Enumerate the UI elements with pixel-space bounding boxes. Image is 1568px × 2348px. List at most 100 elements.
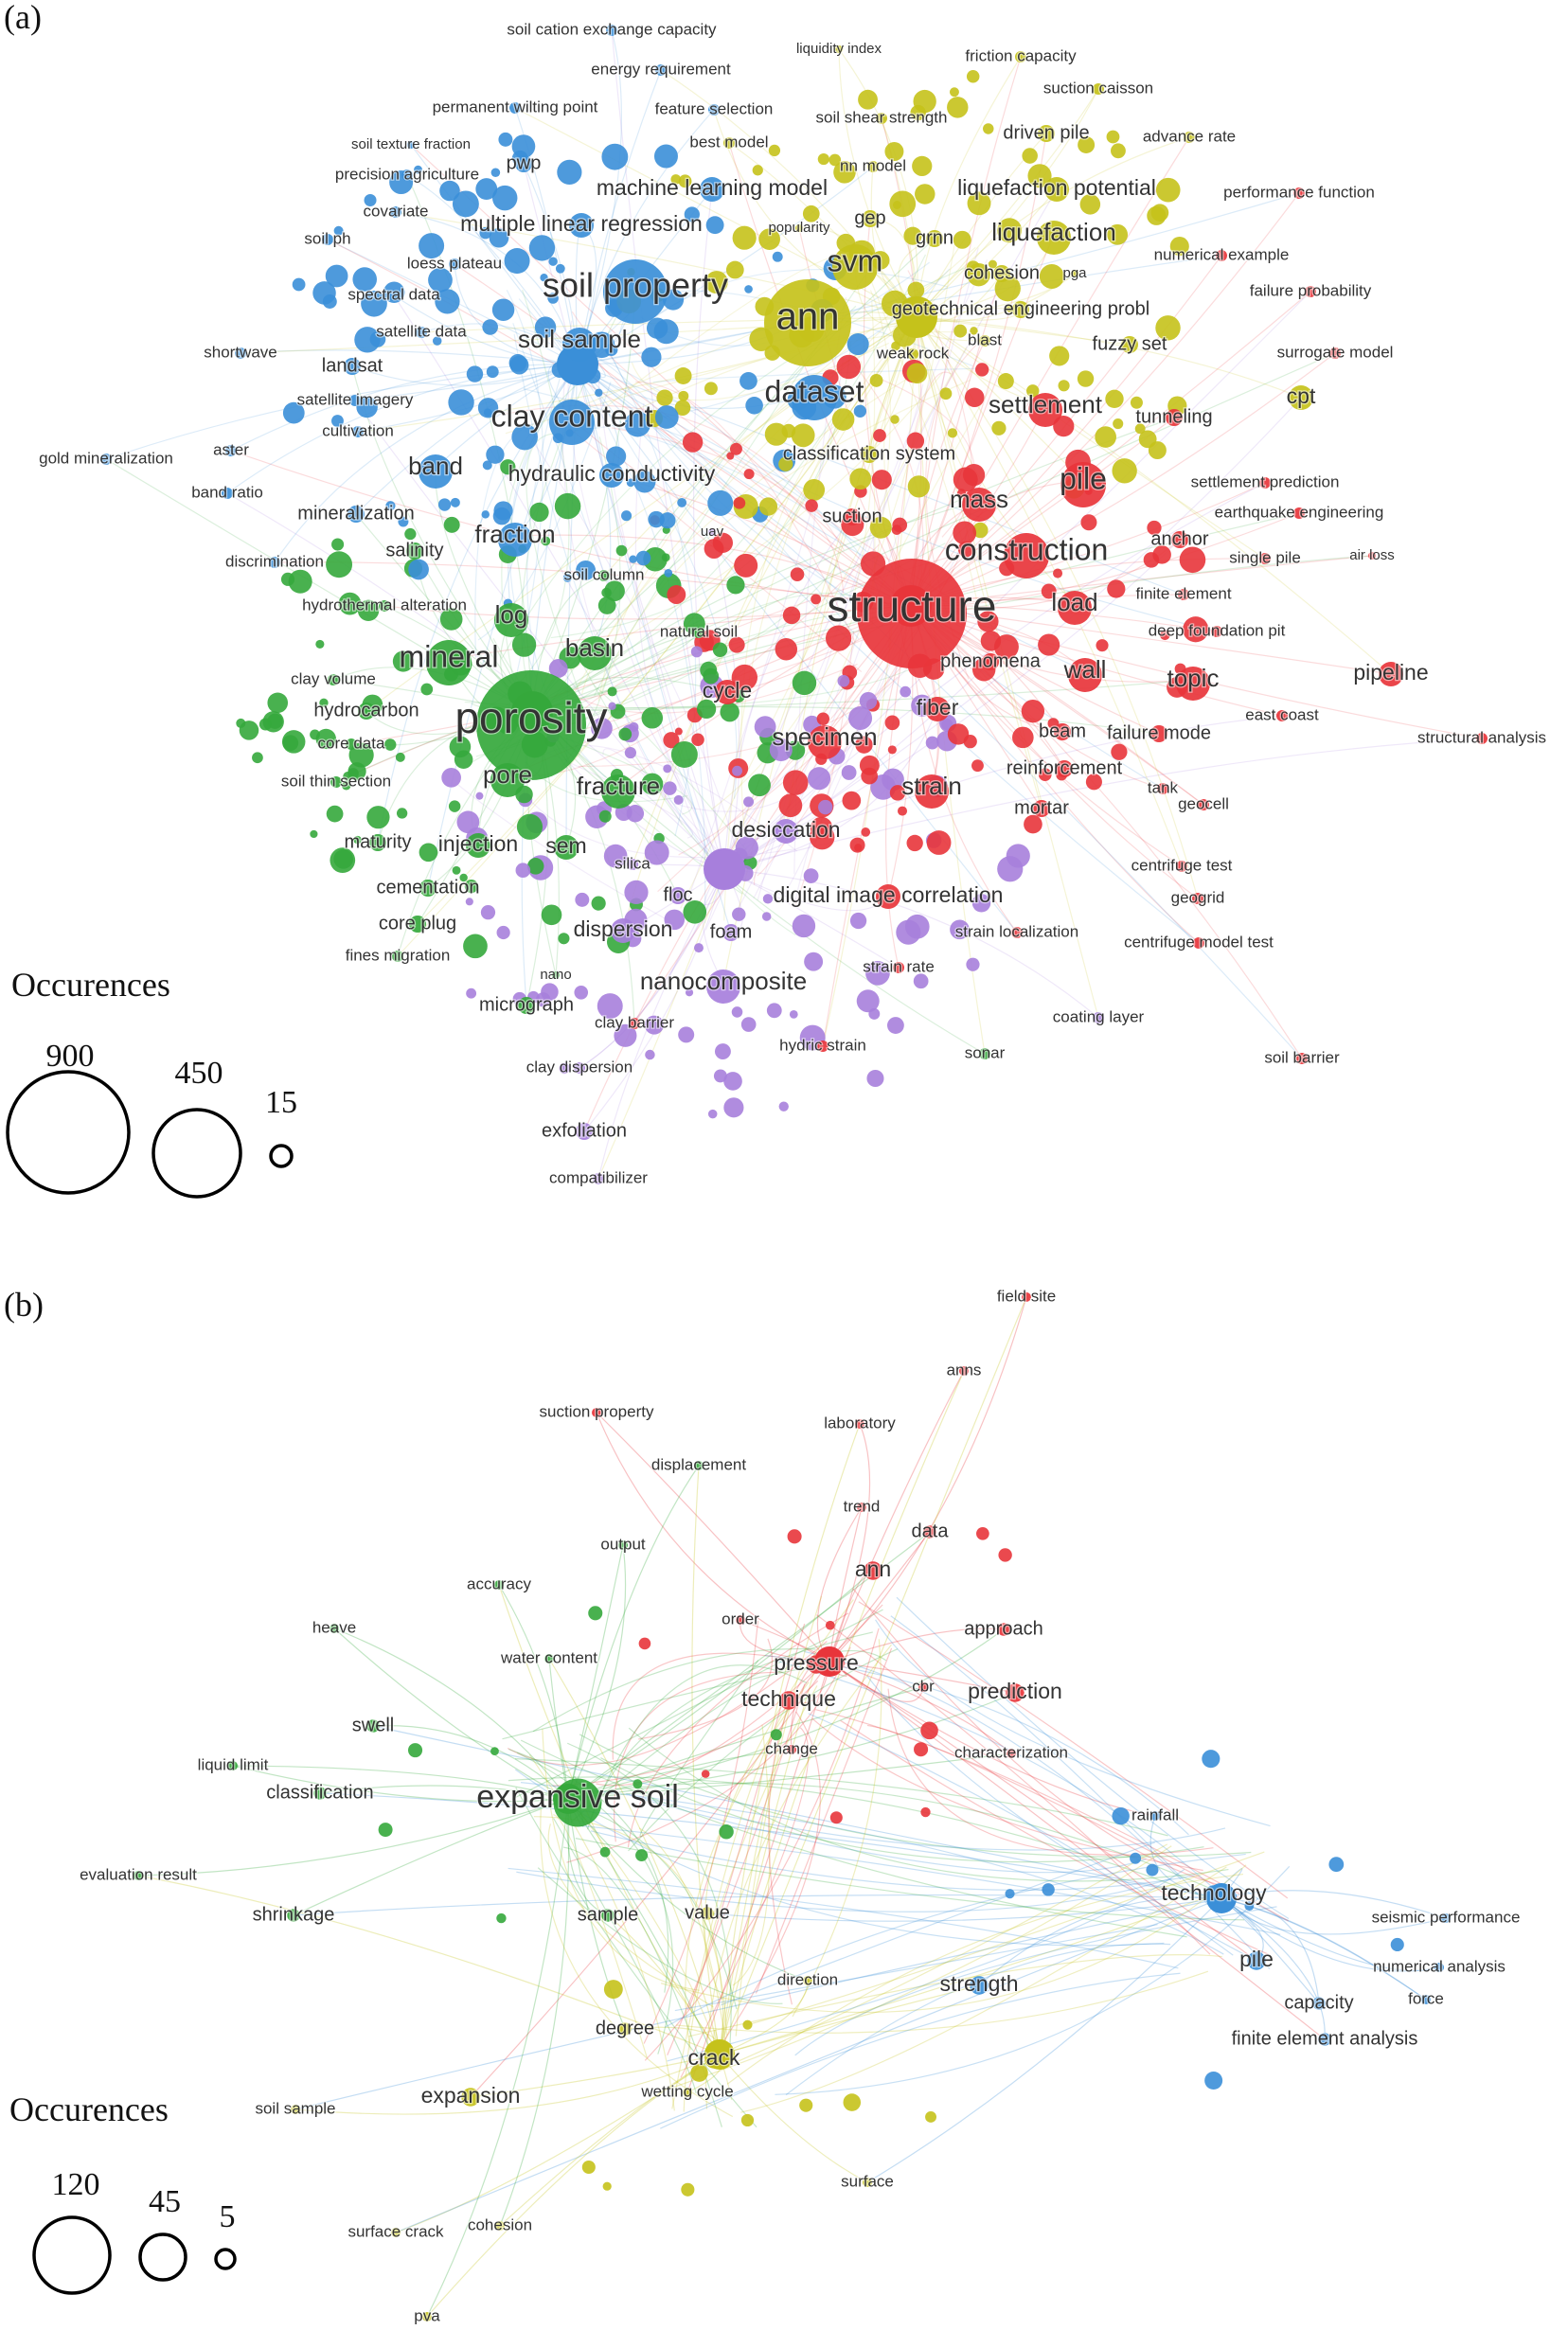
keyword-label: clay volume [291, 669, 376, 687]
keyword-node [1434, 1963, 1444, 1972]
network-node [591, 896, 606, 911]
keyword-node [1157, 783, 1168, 794]
network-node [341, 781, 351, 791]
keyword-label: clay barrier [595, 1013, 674, 1031]
network-edge [910, 555, 1373, 607]
keyword-label: ann [855, 1556, 891, 1581]
network-node [414, 165, 422, 174]
network-edge [477, 382, 612, 641]
network-node [599, 1846, 611, 1858]
network-edge [333, 1628, 569, 1800]
keyword-node [1015, 51, 1026, 62]
network-edge [719, 1984, 980, 2055]
keyword-label: feature selection [655, 99, 774, 117]
keyword-node [694, 1461, 704, 1470]
keyword-node [792, 375, 837, 420]
network-node [964, 387, 985, 408]
keyword-node [962, 488, 996, 522]
network-edge [523, 163, 725, 870]
network-node [607, 686, 617, 697]
network-node [926, 830, 952, 855]
keyword-label: soil ph [304, 229, 350, 247]
network-node [858, 89, 878, 110]
network-edge [910, 605, 1200, 944]
keyword-node [1150, 1811, 1160, 1821]
network-node [732, 765, 742, 776]
network-edge [829, 1661, 1016, 1694]
keyword-node [593, 1173, 604, 1184]
network-node [953, 324, 968, 338]
network-edge [732, 1724, 771, 1986]
network-node [292, 277, 306, 292]
keyword-node [269, 557, 280, 568]
network-node [685, 988, 694, 997]
network-node [322, 294, 337, 309]
network-edge [137, 1875, 721, 2055]
network-node [1147, 520, 1162, 536]
keyword-node [606, 25, 617, 36]
network-node [896, 919, 921, 945]
network-node [1052, 568, 1063, 578]
network-edge [628, 1727, 1229, 1882]
network-node [646, 317, 668, 339]
network-edge [552, 335, 738, 799]
network-edge [333, 1628, 569, 1800]
network-edge [1221, 1897, 1320, 2004]
keyword-node [461, 2088, 480, 2107]
keyword-label: blast [968, 330, 1002, 348]
network-edge [667, 1868, 1185, 2062]
network-node [629, 721, 639, 732]
keyword-label: fracture [577, 772, 660, 800]
panel-b-legend: Occurences 120 45 5 [9, 2090, 237, 2295]
keyword-label: expansive soil [476, 1779, 679, 1815]
network-node [1026, 384, 1040, 398]
keyword-node [1441, 1913, 1451, 1923]
network-node [516, 813, 543, 840]
keyword-node [779, 1691, 798, 1710]
keyword-node [358, 703, 375, 720]
network-node [1130, 396, 1143, 409]
network-edge [587, 1631, 873, 1830]
panel-a-legend-title: Occurences [11, 966, 170, 1004]
network-node [395, 752, 405, 762]
network-node [548, 659, 568, 678]
network-node [1041, 583, 1057, 599]
network-node [535, 992, 551, 1007]
keyword-label: sample [578, 1904, 638, 1925]
network-node [366, 806, 390, 829]
network-edge [692, 188, 725, 870]
keyword-node [1004, 533, 1049, 578]
network-edge [508, 1776, 1208, 1898]
network-edge [686, 1661, 830, 2093]
keyword-label: heave [312, 1618, 356, 1636]
network-node [641, 707, 664, 729]
network-node [511, 134, 536, 158]
keyword-node [627, 859, 638, 870]
network-node [991, 420, 1007, 436]
network-node [491, 298, 515, 321]
network-node [792, 670, 817, 696]
network-node [977, 611, 999, 632]
network-node [826, 625, 852, 651]
network-node [450, 497, 460, 507]
keyword-label: centrifuge model test [1124, 933, 1274, 951]
keyword-node [855, 1419, 864, 1429]
keyword-label: east coast [1245, 705, 1319, 723]
keyword-label: construction [945, 532, 1109, 566]
network-node [914, 1742, 929, 1757]
keyword-node [134, 1871, 143, 1880]
keyword-node [1193, 937, 1204, 949]
keyword-label: numerical example [1154, 245, 1290, 263]
keyword-node [225, 445, 237, 456]
network-node [656, 389, 673, 406]
network-edge [553, 1818, 697, 2094]
network-node [841, 765, 857, 780]
network-edge [355, 364, 579, 515]
keyword-node [1033, 800, 1050, 817]
network-node [670, 174, 682, 185]
network-node [947, 428, 958, 438]
keyword-label: salinity [385, 540, 443, 560]
keyword-node [1192, 893, 1203, 904]
network-node [315, 728, 336, 750]
keyword-node [1176, 861, 1187, 872]
